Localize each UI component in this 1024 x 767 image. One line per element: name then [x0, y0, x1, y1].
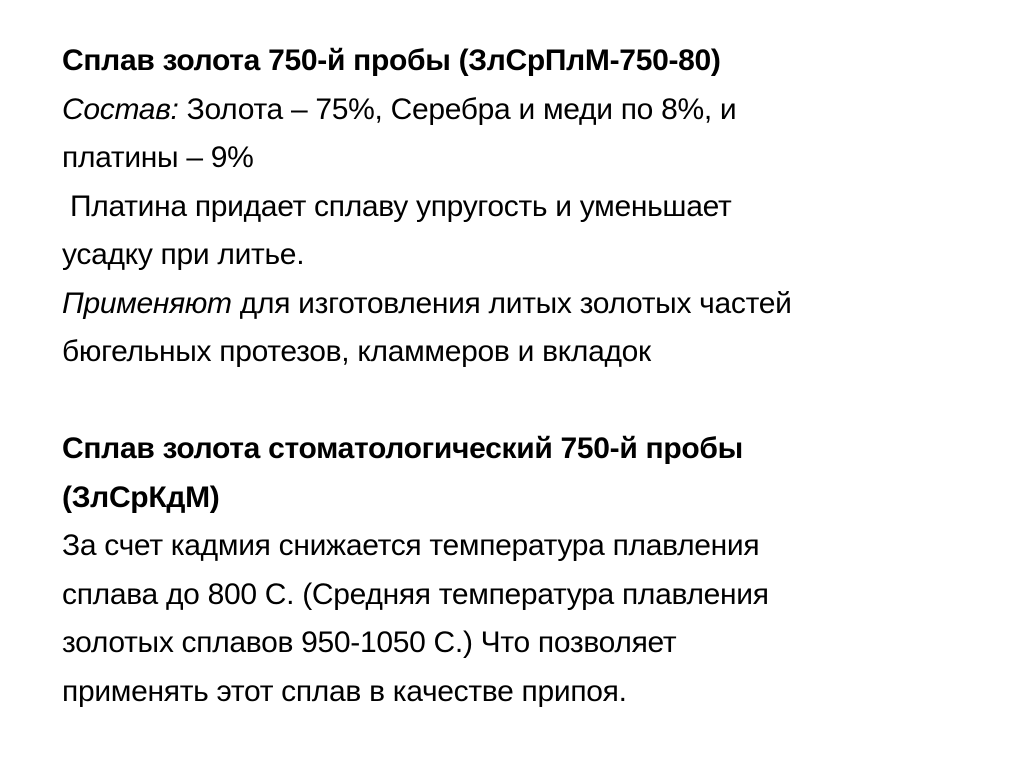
- usage-label: Применяют: [62, 286, 232, 320]
- composition-text: Золота – 75%, Серебра и меди по 8%, и: [178, 92, 737, 126]
- section2-body-line: сплава до 800 С. (Средняя температура пл…: [62, 577, 769, 611]
- section2-body-line: применять этот сплав в качестве припоя.: [62, 674, 627, 708]
- platinum-line-2: усадку при литье.: [62, 238, 305, 271]
- section2-body-line: За счет кадмия снижается температура пла…: [62, 529, 760, 562]
- composition-label: Состав:: [62, 92, 179, 126]
- section2-title-1: Сплав золота стоматологический 750-й про…: [62, 432, 743, 465]
- composition-line: Состав: Золота – 75%, Серебра и меди по …: [62, 86, 792, 135]
- usage-line: Применяют для изготовления литых золотых…: [62, 280, 792, 329]
- slide-content: Сплав золота 750-й пробы (ЗлСрПлМ-750-80…: [62, 37, 792, 716]
- section2-title-2: (ЗлСрКдМ): [62, 480, 220, 514]
- composition-line-2: платины – 9%: [62, 141, 254, 174]
- usage-line-2: бюгельных протезов, кламмеров и вкладок: [62, 335, 651, 368]
- spacer: [62, 377, 792, 426]
- section1-title: Сплав золота 750-й пробы (ЗлСрПлМ-750-80…: [62, 44, 721, 77]
- section2-body-line: золотых сплавов 950-1050 С.) Что позволя…: [62, 626, 677, 659]
- usage-text: для изготовления литых золотых частей: [231, 286, 792, 320]
- platinum-line-1: Платина придает сплаву упругость и умень…: [62, 189, 732, 223]
